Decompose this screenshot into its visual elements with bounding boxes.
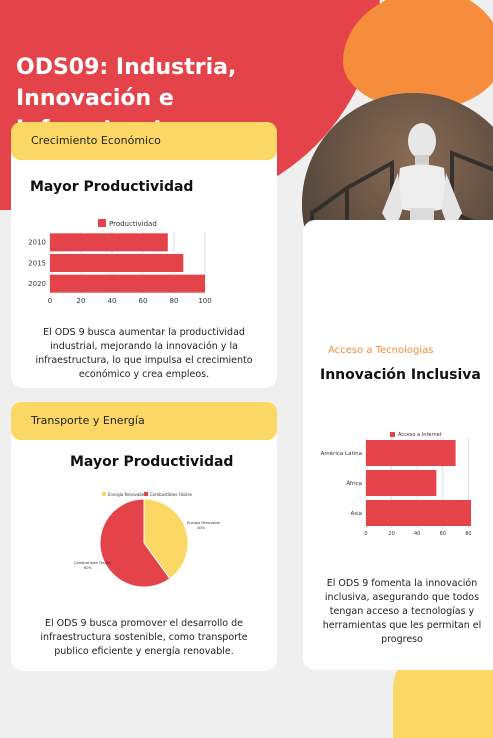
legend-label: Acceso a Internet xyxy=(398,432,442,438)
legend-swatch xyxy=(390,432,395,437)
x-tick-label: 20 xyxy=(77,297,86,305)
x-tick-label: 100 xyxy=(198,297,211,305)
category-label: América Latina xyxy=(321,450,362,457)
card1-heading: Mayor Productividad xyxy=(30,179,194,195)
productivity-bar-chart: Productividad 0 20 40 60 80 100 2010 2015 2020 xyxy=(28,219,212,305)
category-label: 2010 xyxy=(28,239,46,247)
page-title: ODS09: Industria, Innovación e Infraestr… xyxy=(16,55,237,142)
x-tick-label: 40 xyxy=(414,531,420,537)
x-tick-label: 20 xyxy=(388,531,394,537)
orange-blob-decoration xyxy=(343,0,493,110)
card2-heading: Mayor Productividad xyxy=(70,454,234,470)
x-tick-label: 60 xyxy=(440,531,446,537)
legend-label: Productividad xyxy=(109,220,157,228)
slice-percent: 60% xyxy=(84,566,92,570)
x-tick-label: 60 xyxy=(139,297,148,305)
bar xyxy=(366,440,456,466)
energy-pie-chart: Energía Renovable Combustibles Fósiles Ene… xyxy=(74,492,220,588)
bar xyxy=(366,500,471,526)
bar xyxy=(50,254,184,272)
x-tick-label: 40 xyxy=(108,297,117,305)
legend-swatch xyxy=(102,492,106,496)
category-label: 2015 xyxy=(28,259,46,267)
tab-growth: Crecimiento Económico xyxy=(11,122,277,160)
slice-label: Combustibles Fósiles xyxy=(74,561,111,565)
pie-slice xyxy=(99,498,171,588)
category-label: África xyxy=(346,480,362,487)
card2-paragraph: El ODS 9 busca promover el desarrollo de… xyxy=(40,618,248,657)
bar xyxy=(366,470,437,496)
legend-label: Energía Renovable xyxy=(108,492,146,497)
legend-swatch xyxy=(144,492,148,496)
pie-slice xyxy=(143,498,189,580)
category-label: Asia xyxy=(350,511,362,517)
tab-transport: Transporte y Energía xyxy=(11,402,277,440)
card3-paragraph: El ODS 9 fomenta la innovación inclusiva… xyxy=(322,578,482,645)
category-label: 2020 xyxy=(28,280,46,288)
tab-access: Acceso a Tecnologías xyxy=(328,345,434,356)
card1-paragraph: El ODS 9 busca aumentar la productividad… xyxy=(35,327,253,380)
x-tick-label: 80 xyxy=(170,297,179,305)
internet-access-bar-chart: Acceso a Internet020406080100América Lat… xyxy=(321,432,471,537)
bar xyxy=(50,233,168,252)
card3-heading: Innovación Inclusiva xyxy=(320,367,481,383)
bar xyxy=(50,274,205,293)
legend-label: Combustibles Fósiles xyxy=(150,492,192,497)
x-tick-label: 0 xyxy=(364,531,367,537)
slice-label: Energía Renovable xyxy=(187,521,220,525)
legend-swatch xyxy=(98,219,106,227)
slice-percent: 40% xyxy=(197,526,205,530)
x-tick-label: 0 xyxy=(48,297,52,305)
x-tick-label: 80 xyxy=(465,531,471,537)
